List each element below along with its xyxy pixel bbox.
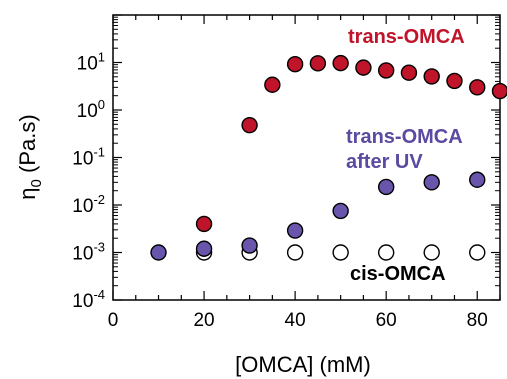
y-tick-label-exponent: 1 xyxy=(98,50,105,65)
point-cis-omca xyxy=(423,244,440,261)
point-trans-omca-after-uv xyxy=(469,171,486,188)
y-tick-label-exponent: -3 xyxy=(93,240,105,255)
point-trans-omca-after-uv xyxy=(241,237,258,254)
x-tick-label: 40 xyxy=(285,310,306,331)
point-trans-omca xyxy=(423,68,440,85)
point-trans-omca xyxy=(491,82,507,100)
y-axis-title-unit: (Pa.s) xyxy=(15,114,40,179)
y-tick-label-base: 10 xyxy=(72,291,93,312)
y-axis-title: η0 (Pa.s) xyxy=(15,114,45,199)
x-tick-label: 0 xyxy=(108,310,119,331)
point-trans-omca xyxy=(286,56,304,73)
point-cis-omca xyxy=(286,244,304,261)
y-tick-label: 10-3 xyxy=(72,240,105,265)
y-tick-label-base: 10 xyxy=(72,244,93,265)
y-tick-label-exponent: -4 xyxy=(93,287,105,302)
point-trans-omca xyxy=(446,72,463,90)
point-trans-omca-after-uv xyxy=(423,174,440,191)
point-trans-omca xyxy=(400,64,418,81)
point-trans-omca xyxy=(264,76,281,93)
point-cis-omca xyxy=(332,244,349,261)
y-tick-label-base: 10 xyxy=(72,196,93,217)
y-tick-label: 100 xyxy=(77,97,105,122)
y-tick-label-exponent: -1 xyxy=(93,145,105,160)
series-label-trans-omca-after-uv-line-1: trans-OMCA xyxy=(346,126,463,148)
y-tick-label-exponent: 0 xyxy=(98,97,105,112)
y-tick-label-exponent: -2 xyxy=(93,192,105,207)
y-tick-label: 10-4 xyxy=(72,287,105,312)
x-tick-label: 20 xyxy=(193,310,214,331)
series-label-trans-omca-after-uv-line-2: after UV xyxy=(346,151,423,173)
y-tick-label: 10-1 xyxy=(72,145,105,170)
plot-frame xyxy=(112,14,501,301)
point-trans-omca xyxy=(469,79,486,96)
y-tick-label: 101 xyxy=(77,50,105,75)
point-trans-omca xyxy=(309,55,327,72)
point-trans-omca xyxy=(377,62,395,79)
series-label-trans-omca: trans-OMCA xyxy=(348,26,465,48)
y-tick-label: 10-2 xyxy=(72,192,105,217)
series-label-cis-omca: cis-OMCA xyxy=(350,263,446,285)
point-trans-omca-after-uv xyxy=(286,222,304,239)
point-trans-omca xyxy=(241,116,258,134)
point-trans-omca-after-uv xyxy=(332,202,349,220)
y-axis-title-subscript: 0 xyxy=(28,179,45,187)
x-axis-title: [OMCA] (mM) xyxy=(235,352,371,377)
point-trans-omca-after-uv xyxy=(377,178,395,196)
point-trans-omca-after-uv xyxy=(150,244,167,261)
x-tick-label: 80 xyxy=(467,310,488,331)
y-tick-label-base: 10 xyxy=(77,54,98,75)
point-trans-omca xyxy=(195,215,213,233)
point-trans-omca-after-uv xyxy=(195,240,213,257)
point-trans-omca xyxy=(355,59,372,76)
ticks-layer xyxy=(112,14,501,301)
point-cis-omca xyxy=(377,244,395,261)
point-cis-omca xyxy=(469,244,486,261)
y-tick-label-base: 10 xyxy=(72,149,93,170)
y-axis-title-symbol: η xyxy=(15,187,40,199)
points-layer xyxy=(150,54,507,261)
x-tick-label: 60 xyxy=(376,310,397,331)
y-tick-label-base: 10 xyxy=(77,101,98,122)
point-trans-omca xyxy=(332,54,349,72)
